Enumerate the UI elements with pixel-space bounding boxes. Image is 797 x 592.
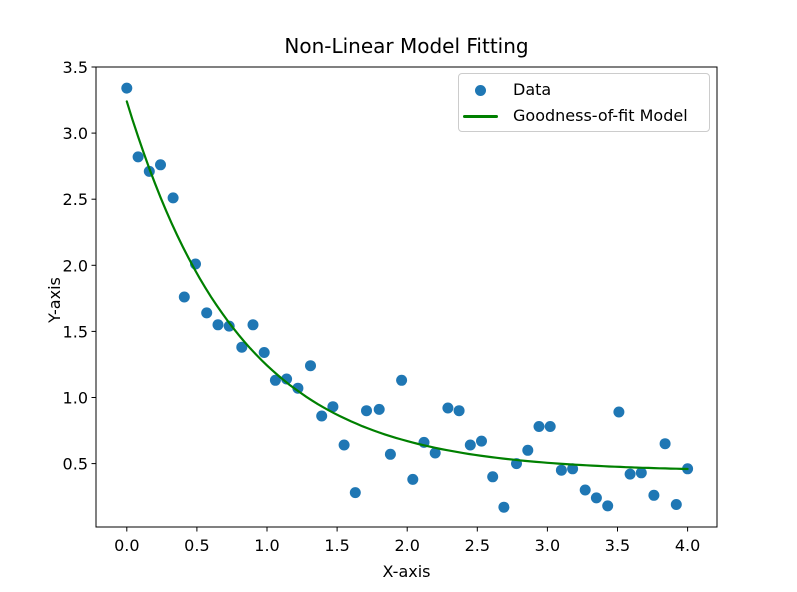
data-point xyxy=(212,319,224,331)
data-point xyxy=(635,467,647,479)
data-point xyxy=(648,489,660,501)
data-point xyxy=(292,382,304,394)
x-tick-label: 1.5 xyxy=(324,536,349,555)
data-point xyxy=(476,435,487,447)
data-point xyxy=(327,401,339,413)
data-point xyxy=(533,421,545,432)
legend-swatch xyxy=(463,114,498,118)
data-point xyxy=(487,471,499,483)
data-point xyxy=(429,447,441,459)
data-point xyxy=(624,468,636,480)
data-point xyxy=(305,360,316,372)
data-point xyxy=(338,439,350,451)
data-point xyxy=(247,319,259,331)
fit-curve xyxy=(125,100,689,471)
x-tick-label: 0.0 xyxy=(114,536,139,555)
x-axis-label: X-axis xyxy=(382,562,431,581)
plot-frame xyxy=(95,66,718,528)
data-point xyxy=(373,403,385,415)
scatter-marker-icon xyxy=(475,84,486,96)
line-marker-icon xyxy=(463,114,498,118)
x-tick-label: 2.5 xyxy=(465,536,490,555)
legend-item-model: Goodness-of-fit Model xyxy=(459,106,709,127)
legend: Data Goodness-of-fit Model xyxy=(458,73,710,132)
data-point xyxy=(659,438,671,450)
data-point xyxy=(167,192,179,204)
data-point xyxy=(613,406,625,418)
y-tick-label: 2.0 xyxy=(63,256,88,275)
data-point xyxy=(258,347,270,358)
data-point xyxy=(361,405,372,417)
data-point xyxy=(396,374,408,386)
data-point xyxy=(602,500,614,512)
data-point xyxy=(442,402,454,414)
data-point xyxy=(384,448,396,460)
y-tick-label: 1.5 xyxy=(63,322,88,341)
y-tick-label: 3.0 xyxy=(63,124,88,143)
data-point xyxy=(201,307,213,319)
data-point xyxy=(590,492,602,504)
data-point xyxy=(281,373,293,385)
x-tick-label: 1.0 xyxy=(254,536,279,555)
x-tick-label: 3.5 xyxy=(605,536,630,555)
data-point xyxy=(453,405,465,417)
legend-label-data: Data xyxy=(513,80,552,99)
x-tick-label: 0.5 xyxy=(184,536,209,555)
data-point xyxy=(269,374,281,386)
data-point xyxy=(579,484,591,496)
y-tick-label: 3.5 xyxy=(63,58,88,77)
data-point xyxy=(522,444,534,456)
data-point xyxy=(555,464,567,476)
y-tick-label: 0.5 xyxy=(63,455,88,474)
data-point xyxy=(670,499,682,510)
x-tick-label: 3.0 xyxy=(535,536,560,555)
data-point xyxy=(464,439,476,451)
data-point xyxy=(567,463,579,475)
data-point xyxy=(132,151,144,163)
data-point xyxy=(155,159,166,171)
x-tick-label: 4.0 xyxy=(675,536,700,555)
legend-item-data: Data xyxy=(459,80,709,101)
data-point xyxy=(223,320,235,332)
y-axis-label: Y-axis xyxy=(45,277,64,323)
data-point xyxy=(236,341,248,353)
y-tick-label: 1.0 xyxy=(63,389,88,408)
legend-swatch xyxy=(463,84,498,96)
data-point xyxy=(316,410,328,422)
data-point xyxy=(407,473,419,485)
legend-label-model: Goodness-of-fit Model xyxy=(513,106,688,125)
data-point xyxy=(498,501,510,513)
x-tick-label: 2.0 xyxy=(394,536,419,555)
data-point xyxy=(544,421,556,432)
data-point xyxy=(349,487,361,499)
y-tick-label: 2.5 xyxy=(63,190,88,209)
data-point xyxy=(178,291,190,303)
data-point xyxy=(121,82,133,94)
chart-title: Non-Linear Model Fitting xyxy=(284,34,529,58)
